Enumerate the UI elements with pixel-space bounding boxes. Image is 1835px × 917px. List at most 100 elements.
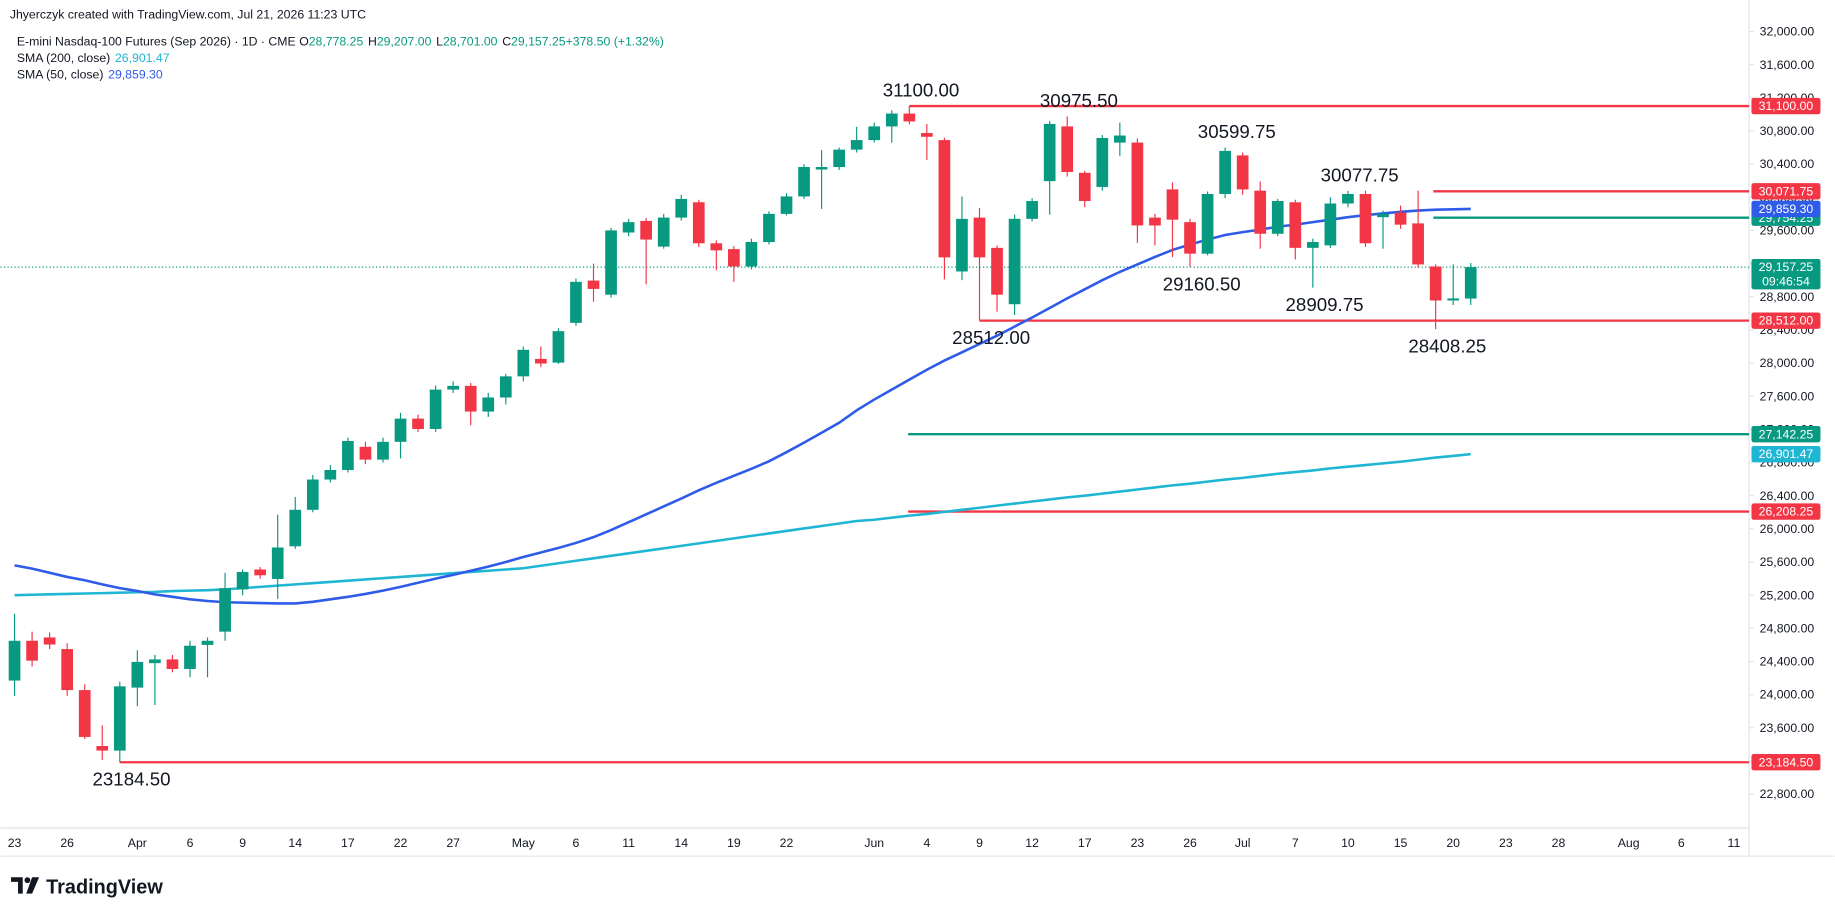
- candle-body: [447, 385, 459, 390]
- candle-body: [903, 113, 916, 122]
- candle-body: [78, 690, 91, 737]
- price-tag: [1751, 200, 1821, 218]
- candle-body: [359, 446, 372, 460]
- candle-body: [61, 649, 74, 691]
- candle-body: [1394, 212, 1407, 225]
- candle-body: [271, 547, 284, 580]
- annotation: 28909.75: [1286, 294, 1364, 315]
- y-tick-label: 24,400.00: [1760, 655, 1815, 669]
- candle-body: [1166, 189, 1179, 220]
- candle-body: [429, 389, 442, 429]
- candle-body: [1429, 266, 1442, 301]
- candle-body: [1096, 138, 1109, 187]
- price-tag: [1751, 445, 1821, 463]
- x-tick-label: 22: [394, 836, 408, 850]
- price-tag: [1751, 97, 1821, 115]
- x-tick-label: 11: [622, 836, 635, 850]
- x-tick-label: 26: [60, 836, 74, 850]
- candle-body: [219, 588, 231, 632]
- x-tick-label: 23: [8, 836, 22, 850]
- price-tag-label: 31,100.00: [1759, 99, 1814, 113]
- candle-body: [201, 640, 214, 645]
- candle-body: [1289, 202, 1302, 248]
- x-tick-label: Jun: [864, 836, 884, 850]
- x-tick-label: 22: [780, 836, 794, 850]
- x-tick-label: 17: [341, 836, 355, 850]
- candle-body: [26, 640, 38, 661]
- legend-value: 29,859.30: [108, 67, 163, 81]
- candle-body: [377, 441, 389, 460]
- legend-name: SMA (200, close): [17, 51, 110, 65]
- x-tick-label: 9: [239, 836, 246, 850]
- candle-body: [412, 418, 424, 429]
- candle-body: [1447, 298, 1460, 301]
- candle-body: [885, 113, 898, 127]
- candle-body: [956, 218, 968, 272]
- price-tag: [1751, 754, 1821, 771]
- candle-body: [1324, 203, 1337, 246]
- y-tick-label: 28,000.00: [1760, 356, 1815, 370]
- x-tick-label: 9: [976, 836, 983, 850]
- price-tag-label: 29,859.30: [1759, 202, 1814, 216]
- credit: Jhyerczyk created with TradingView.com, …: [10, 8, 366, 22]
- y-tick-label: 27,600.00: [1760, 389, 1815, 403]
- candle-body: [499, 376, 512, 398]
- candle-body: [622, 222, 635, 233]
- candle-body: [640, 220, 652, 240]
- ohlc-key: H: [368, 35, 377, 49]
- ohlc-value: 29,207.00: [377, 35, 432, 49]
- candle-body: [692, 202, 705, 244]
- ohlc-value: 29,157.25: [511, 35, 566, 49]
- x-tick-label: 6: [187, 836, 194, 850]
- price-tag-label: 30,071.75: [1759, 184, 1814, 198]
- ohlc-key: O: [299, 35, 309, 49]
- candle-body: [254, 569, 267, 576]
- legend-title: E-mini Nasdaq-100 Futures (Sep 2026) · 1…: [17, 35, 664, 49]
- x-tick-label: 11: [1728, 836, 1741, 850]
- price-tag: [1751, 312, 1821, 329]
- price-tag-label: 28,512.00: [1759, 314, 1814, 328]
- candle-body: [991, 247, 1003, 295]
- y-tick-label: 32,000.00: [1760, 25, 1815, 39]
- candle-body: [1114, 135, 1126, 143]
- x-tick-label: 23: [1131, 836, 1145, 850]
- candle-body: [43, 637, 56, 645]
- x-tick-label: 14: [288, 836, 302, 850]
- candle-body: [675, 198, 688, 218]
- candle-body: [973, 217, 986, 258]
- price-tag-label: 26,901.47: [1759, 447, 1814, 461]
- candle-body: [1008, 218, 1021, 305]
- x-tick-label: 27: [446, 836, 460, 850]
- candle-body: [921, 133, 933, 137]
- x-tick-label: Jul: [1235, 836, 1251, 850]
- y-tick-label: 28,800.00: [1760, 290, 1815, 304]
- ohlc-key: C: [502, 35, 511, 49]
- candle-body: [657, 217, 670, 247]
- ohlc-value: 28,701.00: [443, 35, 498, 49]
- candle-body: [868, 126, 881, 141]
- candle-body: [833, 149, 845, 168]
- price-tag-label: 26,208.25: [1759, 505, 1814, 519]
- candle-body: [763, 213, 775, 243]
- logo-mark: [26, 877, 40, 894]
- x-tick-label: 10: [1341, 836, 1355, 850]
- candle-body: [728, 249, 740, 267]
- logo-mark: [11, 877, 23, 894]
- y-tick-label: 29,600.00: [1760, 224, 1815, 238]
- legend-entry: SMA (200, close) 26,901.47: [17, 51, 170, 65]
- legend-entry: SMA (50, close) 29,859.30: [17, 67, 163, 81]
- x-tick-label: 4: [923, 836, 930, 850]
- y-tick-label: 30,400.00: [1760, 157, 1815, 171]
- annotation: 31100.00: [883, 80, 960, 101]
- candle-body: [1149, 217, 1161, 226]
- annotation: 23184.50: [92, 769, 170, 790]
- x-tick-label: 14: [674, 836, 688, 850]
- x-tick-label: 28: [1552, 836, 1566, 850]
- countdown: 09:46:54: [1762, 274, 1810, 288]
- candle-body: [113, 686, 126, 751]
- candle-body: [166, 659, 179, 669]
- candle-body: [1464, 267, 1477, 299]
- y-tick-label: 31,600.00: [1760, 58, 1815, 72]
- candle-body: [236, 571, 249, 590]
